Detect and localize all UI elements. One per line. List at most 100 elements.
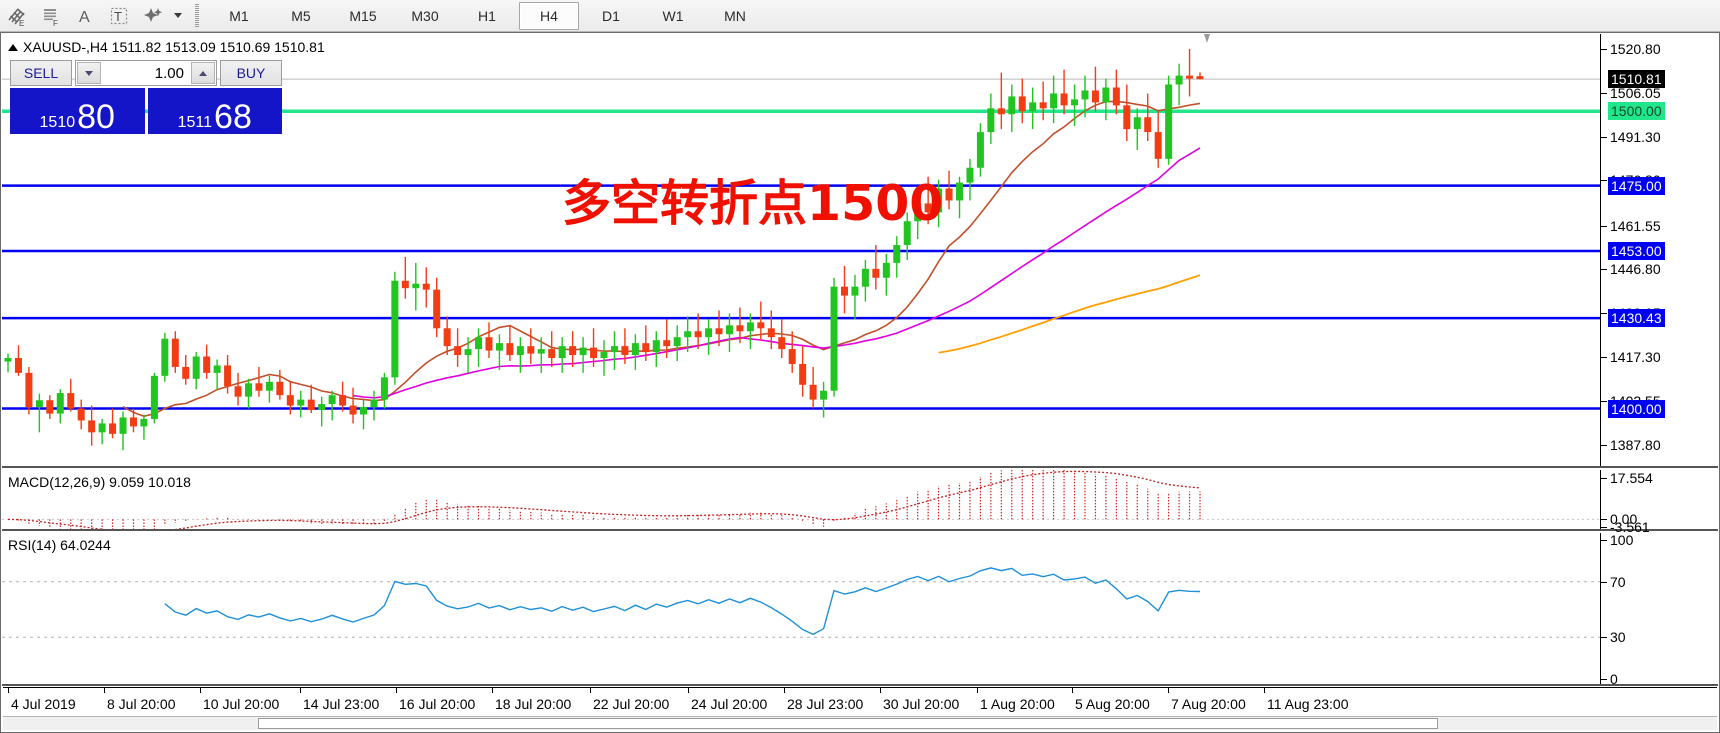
timeframe-d1[interactable]: D1 <box>602 7 620 24</box>
volume-value[interactable]: 1.00 <box>154 64 184 82</box>
macd-axis: 17.554 0.00 -3.561 <box>1600 470 1718 535</box>
volume-increment-button[interactable] <box>191 62 215 84</box>
timeframe-m1[interactable]: M1 <box>229 7 249 24</box>
time-axis-tick <box>977 688 978 693</box>
macd-axis-tick <box>1601 519 1607 521</box>
rsi-axis-label: 30 <box>1610 629 1626 646</box>
price-axis[interactable]: 1520.801510.811506.051500.001491.301476.… <box>1600 34 1718 466</box>
symbol-ohlc-text: XAUUSD-,H4 1511.82 1513.09 1510.69 1510.… <box>23 39 325 55</box>
price-axis-label: 1417.30 <box>1610 349 1661 366</box>
time-axis-tick <box>784 688 785 693</box>
time-axis-tick <box>300 688 301 693</box>
macd-axis-label: 0.00 <box>1610 511 1638 528</box>
time-axis-label: 22 Jul 20:00 <box>593 696 670 712</box>
rsi-axis-tick <box>1601 581 1607 583</box>
price-axis-tick <box>1601 444 1607 446</box>
price-axis-label-highlighted: 1500.00 <box>1608 102 1665 121</box>
svg-text:T: T <box>114 9 122 24</box>
svg-text:E: E <box>19 19 24 28</box>
rsi-axis-tick <box>1601 540 1607 541</box>
time-axis[interactable]: 4 Jul 2019 8 Jul 20:00 10 Jul 20:00 14 Jul … <box>3 687 1717 719</box>
time-axis-label: 8 Jul 20:00 <box>107 696 176 712</box>
time-axis-label: 24 Jul 20:00 <box>691 696 768 712</box>
time-axis-tick <box>1072 688 1073 693</box>
time-axis-tick <box>200 688 201 693</box>
price-axis-label: 1506.05 <box>1610 85 1661 102</box>
chart-annotation: 多空转折点1500 <box>562 175 944 232</box>
buy-price-display[interactable]: 1511 68 <box>147 88 282 136</box>
sell-price-display[interactable]: 1510 80 <box>10 88 145 134</box>
price-axis-tick <box>1601 225 1607 227</box>
time-axis-label: 16 Jul 20:00 <box>399 696 476 712</box>
time-axis-label: 28 Jul 23:00 <box>787 696 864 712</box>
buy-price-major: 1511 <box>177 114 213 131</box>
time-axis-tick <box>880 688 881 693</box>
macd-plot-area[interactable] <box>2 470 1600 529</box>
time-axis-tick <box>104 688 105 693</box>
buy-price-minor: 68 <box>214 98 252 136</box>
time-axis-tick <box>688 688 689 693</box>
objects-icon[interactable] <box>136 1 170 31</box>
time-axis-label: 18 Jul 20:00 <box>495 696 572 712</box>
horizontal-scrollbar[interactable] <box>3 716 1717 730</box>
timeframe-group: M1 M5 M15 M30 H1 H4 D1 W1 MN <box>208 1 766 30</box>
one-click-trading-prices: 1510 80 1511 68 <box>10 88 282 134</box>
price-axis-label-highlighted: 1510.81 <box>1608 70 1665 89</box>
timeframe-m15[interactable]: M15 <box>349 7 377 24</box>
rsi-axis-tick <box>1601 637 1607 639</box>
timeframe-h1[interactable]: H1 <box>478 7 496 24</box>
rsi-axis-label: 70 <box>1610 573 1626 590</box>
volume-decrement-button[interactable] <box>77 62 101 84</box>
svg-text:F: F <box>53 19 58 28</box>
indicators-list-icon[interactable]: F <box>34 1 68 31</box>
rsi-title: RSI(14) 64.0244 <box>8 537 111 553</box>
timeframe-w1[interactable]: W1 <box>662 7 684 24</box>
price-axis-label-highlighted: 1453.00 <box>1608 242 1665 260</box>
buy-button[interactable]: BUY <box>220 60 282 86</box>
price-axis-tick <box>1601 400 1607 402</box>
time-axis-tick <box>1264 688 1265 693</box>
sell-price-major: 1510 <box>39 114 76 131</box>
price-axis-label-highlighted: 1430.43 <box>1608 309 1665 328</box>
time-axis-label: 4 Jul 2019 <box>11 696 76 712</box>
time-axis-label: 11 Aug 23:00 <box>1267 696 1349 712</box>
text-label-icon[interactable]: A <box>68 1 102 31</box>
time-axis-label: 7 Aug 20:00 <box>1171 696 1246 712</box>
toolbar: E F A T M1 M5 M15 M30 H1 H4 D1 W1 MN <box>0 0 1720 32</box>
macd-pane[interactable]: 17.554 0.00 -3.561 MACD(12,26,9) 9.059 10.… <box>2 470 1718 535</box>
rsi-axis-tick <box>1601 679 1607 680</box>
expert-advisors-icon[interactable]: E <box>0 1 34 31</box>
rsi-chart-svg <box>2 567 1600 638</box>
toolbar-separator <box>192 3 202 29</box>
collapse-triangle-icon[interactable] <box>8 44 18 51</box>
time-axis-label: 14 Jul 23:00 <box>303 696 380 712</box>
price-pane[interactable]: 1520.801510.811506.051500.001491.301476.… <box>2 34 1718 468</box>
price-axis-label: 1520.80 <box>1610 41 1661 58</box>
timeframe-m5[interactable]: M5 <box>291 7 311 24</box>
time-axis-tick <box>396 688 397 693</box>
text-object-icon[interactable]: T <box>102 1 136 31</box>
rsi-pane[interactable]: 100 70 30 0 RSI(14) 64.0244 <box>2 532 1718 687</box>
price-axis-tick <box>1601 180 1607 182</box>
horizontal-scrollbar-thumb[interactable] <box>258 718 1438 729</box>
sell-button[interactable]: SELL <box>10 60 72 86</box>
macd-chart-svg <box>2 470 1600 529</box>
macd-axis-tick <box>1601 478 1607 479</box>
price-axis-label: 1446.80 <box>1610 261 1661 278</box>
price-axis-label: 1491.30 <box>1610 129 1661 146</box>
timeframe-m30[interactable]: M30 <box>411 7 439 24</box>
macd-axis-tick <box>1601 527 1607 528</box>
volume-field[interactable]: 1.00 <box>75 60 217 86</box>
price-plot-area[interactable] <box>2 34 1600 466</box>
one-click-trading-panel[interactable]: SELL 1.00 BUY 1510 80 1511 68 <box>10 60 282 134</box>
time-axis-label: 30 Jul 20:00 <box>883 696 960 712</box>
timeframe-h4[interactable]: H4 <box>519 1 579 30</box>
rsi-plot-area[interactable] <box>2 533 1600 684</box>
objects-dropdown-caret[interactable] <box>170 1 186 31</box>
price-axis-tick <box>1601 313 1607 315</box>
price-axis-tick <box>1601 49 1607 51</box>
time-axis-tick <box>1168 688 1169 693</box>
timeframe-mn[interactable]: MN <box>724 7 746 24</box>
price-axis-label: 1387.80 <box>1610 436 1661 453</box>
price-axis-tick <box>1601 137 1607 139</box>
